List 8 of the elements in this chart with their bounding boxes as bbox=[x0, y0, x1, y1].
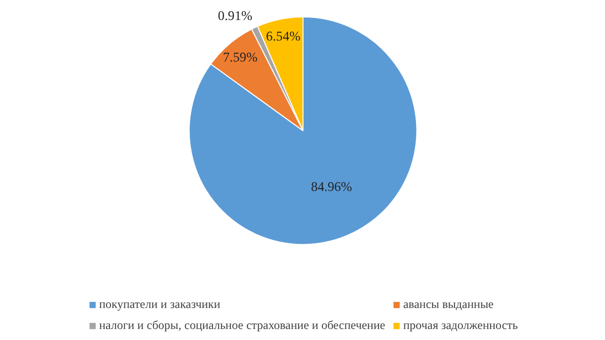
data-label: 84.96% bbox=[310, 178, 352, 194]
legend-label: покупатели и заказчики bbox=[99, 297, 220, 312]
data-label: 7.59% bbox=[222, 50, 258, 65]
legend-label: авансы выданные bbox=[403, 297, 494, 312]
legend-label: прочая задолженность bbox=[403, 318, 518, 333]
data-label: 6.54% bbox=[266, 28, 300, 44]
legend-label: налоги и сборы, социальное страхование и обеспечение bbox=[99, 318, 386, 333]
data-label: 0.91% bbox=[218, 8, 252, 23]
